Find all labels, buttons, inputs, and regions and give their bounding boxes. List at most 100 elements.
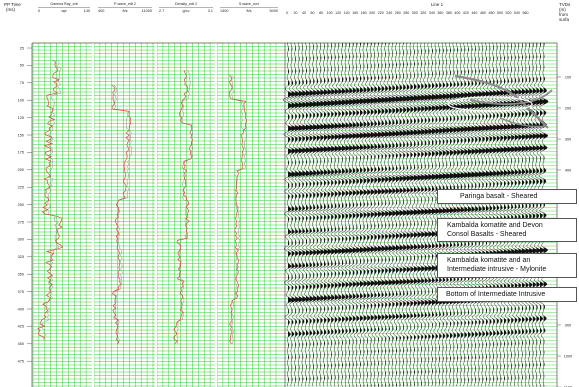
seismic-trace-fill	[309, 43, 315, 387]
track-scale-max: 5000	[270, 9, 278, 13]
trace-tick-label: 460	[480, 11, 486, 15]
track-scale-max: 3.1	[208, 9, 213, 13]
track-scale-max: 140	[84, 9, 90, 13]
track-scale-unit: ft/s	[246, 9, 251, 13]
time-tick-label: 200	[18, 168, 24, 172]
trace-tick-label: 420	[463, 11, 469, 15]
time-tick-label: 50	[20, 64, 24, 68]
trace-tick-label: 400	[454, 11, 460, 15]
seismic-trace	[282, 42, 293, 387]
seismic-trace-fill	[428, 43, 434, 387]
seismic-trace	[304, 42, 315, 387]
track-name: Gamma Ray_edt	[50, 2, 77, 6]
seismic-trace	[441, 42, 452, 387]
trace-tick-label: 0	[286, 11, 288, 15]
seismic-trace-fill	[406, 43, 412, 387]
trace-tick-label: 240	[386, 11, 392, 15]
time-tick-label: 75	[20, 81, 24, 85]
time-tick-label: 375	[18, 290, 24, 294]
seismic-trace	[289, 42, 301, 387]
trace-tick-label: 60	[311, 11, 315, 15]
time-tick-label: 100	[18, 99, 24, 103]
gamma-ray-curve	[37, 59, 64, 340]
seismic-trace-fill	[522, 43, 527, 387]
trace-tick-label: 520	[506, 11, 512, 15]
seismic-trace	[308, 42, 319, 387]
seismic-trace-fill	[435, 43, 441, 387]
shear-wave-curve	[229, 74, 248, 345]
seismic-trace	[473, 42, 484, 387]
seismic-trace-fill	[349, 43, 354, 387]
seismic-trace-fill	[432, 43, 437, 387]
seismic-trace	[286, 42, 297, 387]
time-tick-label: 450	[18, 342, 24, 346]
trace-tick-label: 260	[395, 11, 401, 15]
seismic-trace-fill	[424, 43, 430, 387]
seismic-trace	[452, 42, 463, 387]
trace-tick-label: 320	[420, 11, 426, 15]
seismic-trace-fill	[345, 43, 351, 387]
track-separator	[92, 43, 94, 387]
annotation-line: Consol Basalts - Sheared	[447, 231, 527, 238]
seismic-trace	[448, 42, 459, 387]
trace-tick-label: 20	[294, 11, 298, 15]
trace-tick-label: 280	[403, 11, 409, 15]
seismic-trace-fill	[302, 43, 307, 387]
trace-tick-label: 200	[369, 11, 375, 15]
track-separator	[155, 43, 157, 387]
time-tick-label: 250	[18, 203, 24, 207]
track-scale-min: 0	[38, 9, 40, 13]
annotation-paringa-basalt: Paringa basalt - Sheared	[437, 189, 577, 204]
time-axis-label-line-2: (ms)	[6, 7, 15, 12]
seismic-trace-fill	[338, 43, 343, 387]
seismic-trace-fill	[399, 43, 405, 387]
density-curve	[173, 69, 193, 344]
seismic-trace	[509, 42, 520, 387]
density-curve-secondary	[176, 69, 194, 344]
seismic-trace	[477, 42, 488, 387]
track-scale-min: 1400	[220, 9, 228, 13]
time-tick-label: 425	[18, 325, 24, 329]
p-wave-curve	[111, 84, 132, 345]
seismic-trace-fill	[363, 43, 369, 387]
trace-tick-label: 340	[429, 11, 435, 15]
trace-tick-label: 140	[344, 11, 350, 15]
time-axis: 25 50 75 100 125 150 175 200 225 250 275 300 325 350 3…	[18, 46, 32, 364]
depth-tick-label: 400	[565, 168, 571, 172]
trace-tick-label: 560	[523, 11, 529, 15]
time-tick-label: 275	[18, 220, 24, 224]
seismic-trace	[333, 42, 343, 387]
seismic-trace	[362, 42, 373, 387]
seismic-trace-fill	[342, 43, 347, 387]
seismic-trace-fill	[540, 43, 545, 387]
seismic-trace-fill	[370, 43, 376, 387]
trace-tick-label: 120	[335, 11, 341, 15]
seismic-trace-fill	[374, 43, 380, 387]
seismic-trace-fill	[334, 43, 340, 387]
trace-tick-label: 180	[361, 11, 367, 15]
time-tick-label: 25	[20, 46, 24, 50]
seismic-trace	[470, 42, 481, 387]
time-tick-label: 350	[18, 273, 24, 277]
time-tick-label: 325	[18, 255, 24, 259]
seismic-trace	[319, 42, 329, 387]
trace-tick-label: 480	[488, 11, 494, 15]
seismic-trace-fill	[532, 43, 538, 387]
seismic-trace-fill	[298, 43, 304, 387]
time-tick-label: 300	[18, 238, 24, 242]
trace-tick-label: 360	[437, 11, 443, 15]
trace-tick-label: 540	[514, 11, 520, 15]
time-tick-label: 225	[18, 186, 24, 190]
track-scale-min: 2.7	[159, 9, 164, 13]
seismic-trace	[462, 42, 474, 387]
log-track-headers: Gamma Ray_edt 0 api 140 P-wave_edt 2 400 ft/s 1…	[38, 2, 278, 13]
annotation-line: Kambalda komatite and an	[447, 257, 531, 264]
seismic-trace-fill	[378, 43, 383, 387]
trace-number-axis: 0 20 40 60 80 100 120 140 160 180 200 220 240 260 280 3…	[286, 11, 529, 15]
seismic-trace-fill	[543, 43, 549, 387]
seismic-trace-fill	[316, 43, 322, 387]
trace-tick-label: 500	[497, 11, 503, 15]
trace-tick-label: 380	[446, 11, 452, 15]
seismic-trace-fill	[306, 43, 311, 387]
seismic-trace	[506, 42, 516, 387]
